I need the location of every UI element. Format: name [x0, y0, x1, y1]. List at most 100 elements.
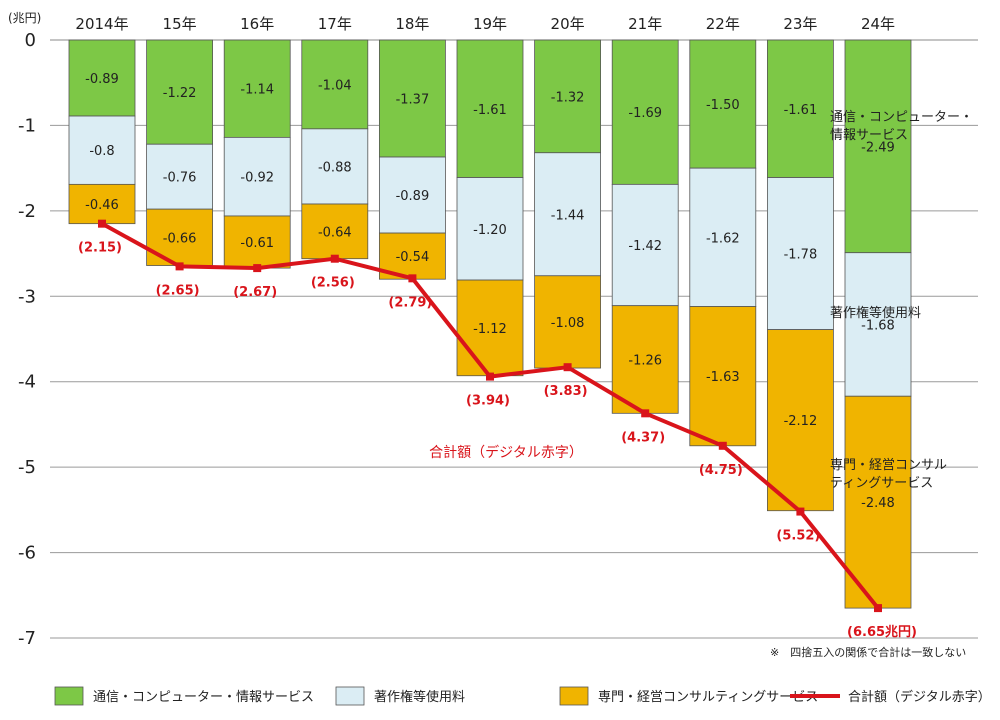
legend-label: 合計額（デジタル赤字）	[848, 689, 991, 705]
total-value-label: (2.56)	[311, 276, 355, 291]
segment-value-label: -1.32	[551, 90, 585, 105]
total-value-label: (3.83)	[544, 384, 588, 399]
bar-segment	[378, 39, 446, 158]
x-category-label: 22年	[706, 15, 740, 33]
x-category-label: 21年	[628, 15, 662, 33]
segment-value-label: -1.78	[784, 248, 818, 263]
total-value-label: (2.79)	[388, 295, 432, 310]
series-annotations: 通信・コンピューター・情報サービス著作権等使用料専門・経営コンサルティングサービ…	[429, 110, 973, 491]
total-line-annotation: 合計額（デジタル赤字）	[429, 444, 583, 461]
bar-segment	[223, 39, 291, 138]
segment-value-label: -0.8	[89, 144, 114, 159]
bar-segment	[146, 143, 214, 210]
y-tick-label: -6	[18, 543, 36, 564]
legend-label: 専門・経営コンサルティングサービス	[598, 690, 818, 705]
segment-value-label: -1.69	[628, 106, 662, 121]
x-category-label: 18年	[395, 15, 429, 33]
total-value-label: (2.67)	[233, 285, 277, 300]
legend-label: 通信・コンピューター・情報サービス	[93, 690, 314, 705]
total-point-marker	[330, 254, 339, 263]
bar-segment	[456, 177, 524, 281]
segment-value-label: -0.89	[396, 189, 430, 204]
segment-value-label: -0.46	[85, 198, 119, 213]
bar-segment	[68, 183, 136, 225]
y-tick-label: -1	[18, 115, 36, 136]
segment-value-label: -1.08	[551, 316, 585, 331]
segment-value-label: -0.54	[396, 250, 430, 265]
segment-value-label: -0.64	[318, 225, 352, 240]
bar-segment	[534, 152, 601, 277]
total-point-marker	[98, 219, 106, 228]
segment-value-label: -2.48	[861, 496, 895, 511]
y-tick-label: -7	[18, 628, 36, 649]
series-annotation-consulting: ティングサービス	[830, 476, 933, 491]
x-category-label: 20年	[551, 15, 585, 33]
bar-segment	[844, 252, 912, 397]
x-category-label: 15年	[163, 15, 197, 33]
bar-segment	[689, 306, 757, 447]
y-tick-label: -2	[18, 201, 36, 222]
bar-segment	[689, 39, 757, 169]
segment-value-label: -1.04	[318, 78, 352, 93]
bar-segment	[611, 183, 679, 307]
total-point-marker	[486, 372, 494, 381]
bar-segment	[611, 305, 679, 414]
bar-segment	[689, 167, 757, 307]
segment-value-label: -0.92	[240, 171, 274, 186]
total-point-marker	[874, 604, 882, 613]
segment-value-label: -1.44	[551, 208, 585, 223]
segment-value-label: -1.61	[784, 103, 818, 118]
x-category-label: 17年	[318, 15, 352, 33]
segment-value-label: -1.42	[628, 239, 662, 254]
segment-value-label: -1.20	[473, 223, 507, 238]
bar-segment	[301, 203, 369, 260]
legend: 通信・コンピューター・情報サービス 著作権等使用料 専門・経営コンサルティングサービ…	[54, 686, 991, 706]
y-tick-label: -5	[18, 457, 36, 478]
bar-segment	[456, 279, 524, 377]
total-value-label: (4.75)	[699, 463, 743, 478]
total-point-marker	[408, 274, 417, 283]
stacked-bars: -0.89 -0.8 -0.46 -1.22 -0.76 -0.66 -1.14 -0.92 -…	[68, 39, 912, 609]
total-point-marker	[563, 363, 572, 372]
bar-segment	[301, 39, 369, 130]
segment-value-label: -0.66	[163, 231, 197, 246]
total-value-label: (2.65)	[156, 283, 200, 298]
total-point-marker	[253, 264, 262, 273]
bar-segment	[223, 136, 291, 217]
segment-value-label: -1.62	[706, 231, 740, 246]
total-value-label: (6.65兆円)	[847, 624, 917, 640]
y-unit-label: (兆円)	[8, 11, 41, 25]
series-annotation-communications: 通信・コンピューター・	[830, 110, 973, 125]
segment-value-label: -2.49	[861, 140, 895, 155]
segment-value-label: -1.50	[706, 98, 740, 113]
bar-segment	[146, 39, 214, 145]
segment-value-label: -0.89	[85, 72, 119, 87]
y-axis: (兆円) 0 -1 -2 -3 -4 -5 -6 -7	[8, 11, 41, 649]
total-point-marker	[641, 409, 650, 418]
y-tick-label: -3	[18, 286, 36, 307]
series-annotation-copyright: 著作権等使用料	[830, 305, 921, 321]
legend-swatch	[335, 686, 365, 706]
total-value-label: (5.52)	[776, 529, 820, 544]
total-value-label: (2.15)	[78, 241, 122, 256]
x-category-label: 16年	[240, 15, 274, 33]
total-line: (2.15) (2.65) (2.67) (2.56) (2.79) (3.94) (3.8…	[78, 219, 917, 640]
segment-value-label: -2.12	[784, 414, 818, 429]
bar-segment	[68, 115, 136, 185]
legend-swatch	[559, 686, 589, 706]
x-category-label: 24年	[861, 15, 895, 33]
rounding-note: ※ 四捨五入の関係で合計は一致しない	[770, 645, 966, 659]
x-axis-categories: 2014年 15年 16年 17年 18年 19年 20年 21年 22年 23年 24年	[75, 15, 895, 33]
bar-segment	[534, 275, 601, 369]
segment-value-label: -1.26	[628, 354, 662, 369]
bar-segment	[301, 128, 369, 205]
bar-segment	[456, 39, 524, 178]
segment-value-label: -1.68	[861, 318, 895, 333]
bar-segment	[68, 39, 136, 117]
segment-value-label: -1.14	[240, 83, 274, 98]
x-category-label: 23年	[783, 15, 817, 33]
total-point-marker	[175, 262, 184, 271]
segment-value-label: -0.88	[318, 160, 352, 175]
x-category-label: 2014年	[75, 15, 128, 33]
